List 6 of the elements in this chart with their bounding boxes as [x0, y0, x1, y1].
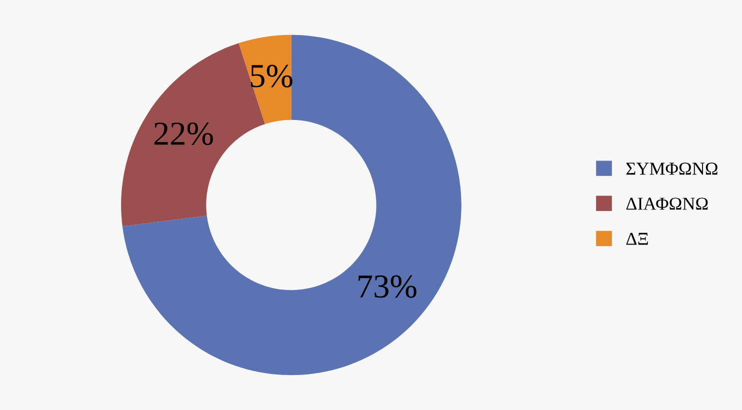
legend-label: ΔΙΑΦΩΝΩ: [626, 198, 708, 210]
donut-slice: [122, 34, 462, 376]
legend-label: ΔΞ: [626, 232, 648, 245]
legend-label: ΣΥΜΦΩΝΩ: [626, 162, 718, 175]
data-label: 22%: [154, 122, 213, 146]
data-label: 73%: [358, 275, 416, 298]
